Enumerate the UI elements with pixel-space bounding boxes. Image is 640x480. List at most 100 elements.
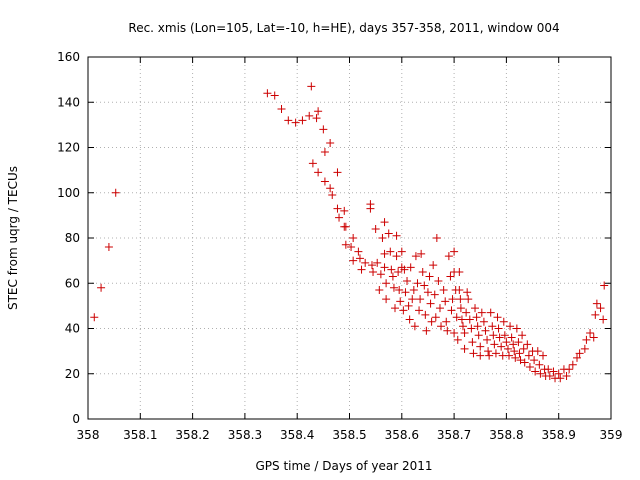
- data-point: [320, 148, 329, 157]
- data-point: [505, 351, 514, 360]
- data-point: [510, 347, 519, 356]
- data-point: [417, 249, 426, 258]
- data-point: [418, 267, 427, 276]
- data-point: [456, 304, 465, 313]
- data-point: [341, 240, 350, 249]
- data-point: [367, 261, 376, 270]
- data-point: [462, 308, 471, 317]
- data-point: [375, 286, 384, 295]
- data-point: [435, 304, 444, 313]
- data-point: [460, 329, 469, 338]
- data-point: [549, 367, 558, 376]
- data-point: [485, 351, 494, 360]
- data-point: [509, 340, 518, 349]
- data-point: [386, 247, 395, 256]
- data-point: [536, 369, 545, 378]
- data-point: [291, 118, 300, 127]
- data-point: [512, 324, 521, 333]
- data-point: [477, 308, 486, 317]
- data-point: [314, 107, 323, 116]
- data-point: [582, 335, 591, 344]
- data-point: [111, 188, 120, 197]
- data-points: [90, 82, 609, 383]
- data-point: [378, 234, 387, 242]
- x-tick-label: 359: [600, 428, 623, 442]
- data-point: [396, 297, 405, 306]
- data-point: [97, 283, 106, 292]
- data-point: [392, 252, 401, 261]
- y-tick-label: 20: [65, 367, 80, 381]
- data-point: [493, 313, 502, 322]
- x-tick-label: 358.7: [437, 428, 471, 442]
- data-point: [554, 369, 563, 378]
- x-tick-label: 358.9: [542, 428, 576, 442]
- data-point: [421, 310, 430, 319]
- data-point: [471, 304, 480, 313]
- data-point: [395, 286, 404, 295]
- data-point: [426, 299, 435, 308]
- data-point: [460, 344, 469, 353]
- data-point: [468, 338, 477, 347]
- data-point: [479, 317, 488, 326]
- data-point: [489, 331, 498, 340]
- data-point: [515, 349, 524, 358]
- data-point: [600, 281, 609, 290]
- data-point: [403, 276, 412, 285]
- data-point: [382, 295, 391, 304]
- data-point: [400, 265, 409, 274]
- data-point: [500, 331, 509, 340]
- data-point: [463, 288, 472, 297]
- chart-title: Rec. xmis (Lon=105, Lat=-10, h=HE), days…: [128, 21, 559, 35]
- data-point: [277, 105, 286, 114]
- data-point: [90, 313, 99, 322]
- y-tick-label: 60: [65, 276, 80, 290]
- x-tick-label: 358: [77, 428, 100, 442]
- data-point: [476, 342, 485, 351]
- data-point: [456, 295, 465, 304]
- data-point: [519, 344, 528, 353]
- data-point: [591, 310, 600, 319]
- data-point: [388, 272, 397, 281]
- data-point: [423, 288, 432, 297]
- data-point: [416, 295, 425, 304]
- data-point: [341, 222, 350, 231]
- data-point: [573, 353, 582, 362]
- data-point: [399, 306, 408, 315]
- data-point: [450, 247, 459, 256]
- data-point: [432, 234, 441, 242]
- x-tick-label: 358.6: [385, 428, 419, 442]
- data-point: [382, 279, 391, 288]
- data-point: [397, 247, 406, 256]
- data-point: [452, 313, 461, 322]
- y-tick-label: 160: [57, 50, 80, 64]
- data-point: [483, 335, 492, 344]
- data-point: [499, 317, 508, 326]
- data-point: [592, 299, 601, 308]
- y-axis-label: STEC from uqrg / TECUs: [6, 166, 20, 310]
- data-point: [406, 263, 415, 272]
- x-tick-label: 358.1: [123, 428, 157, 442]
- data-point: [349, 234, 358, 242]
- data-point: [312, 114, 321, 123]
- data-point: [263, 89, 272, 98]
- x-axis-label: GPS time / Days of year 2011: [255, 459, 432, 473]
- data-point: [544, 365, 553, 374]
- data-point: [441, 297, 450, 306]
- data-point: [589, 333, 598, 342]
- data-point: [340, 206, 349, 215]
- data-point: [349, 256, 358, 265]
- data-point: [404, 301, 413, 310]
- data-point: [506, 322, 515, 331]
- data-point: [391, 304, 400, 313]
- data-point: [429, 261, 438, 270]
- data-point: [328, 191, 337, 200]
- x-tick-label: 358.4: [280, 428, 314, 442]
- data-point: [319, 125, 328, 134]
- data-point: [465, 315, 474, 324]
- data-point: [401, 288, 410, 297]
- data-point: [354, 247, 363, 256]
- data-point: [497, 342, 506, 351]
- data-point: [442, 317, 451, 326]
- data-point: [481, 326, 490, 335]
